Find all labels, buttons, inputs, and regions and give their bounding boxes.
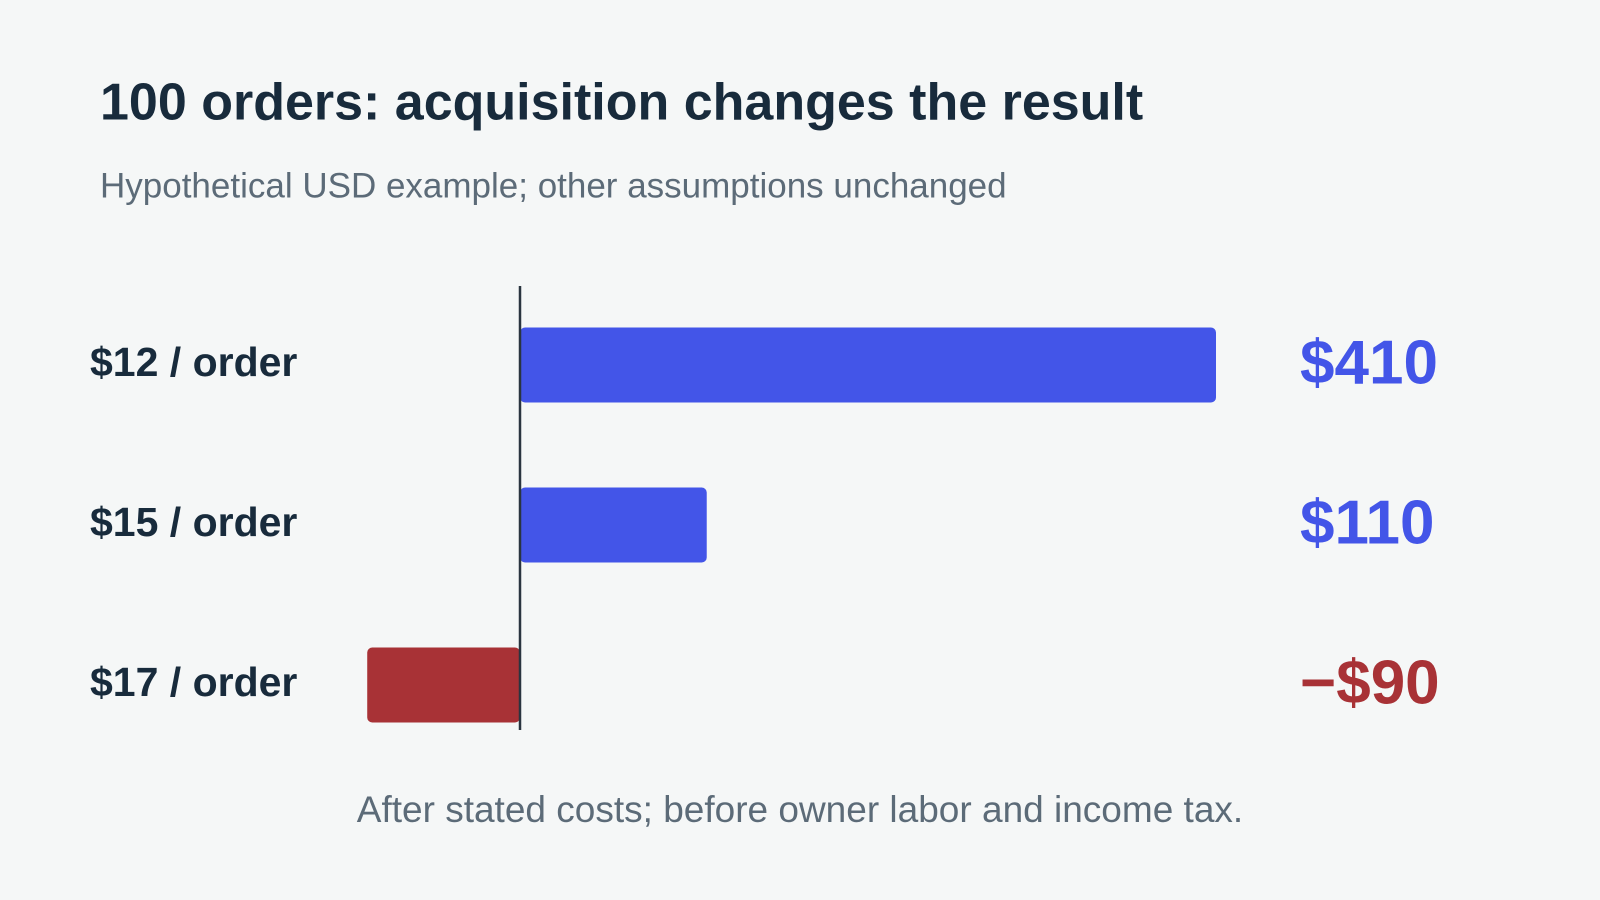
category-label: $15 / order [90,499,297,545]
bar [520,327,1216,403]
chart-title: 100 orders: acquisition changes the resu… [100,74,1143,132]
value-label: $110 [1300,488,1435,557]
value-label: −$90 [1300,648,1440,717]
footnote: After stated costs; before owner labor a… [357,789,1243,830]
value-label: $410 [1300,328,1438,397]
category-label: $17 / order [90,659,297,705]
bar [520,487,707,563]
bar [367,647,520,723]
chart-subtitle: Hypothetical USD example; other assumpti… [100,166,1007,205]
category-label: $12 / order [90,339,297,385]
